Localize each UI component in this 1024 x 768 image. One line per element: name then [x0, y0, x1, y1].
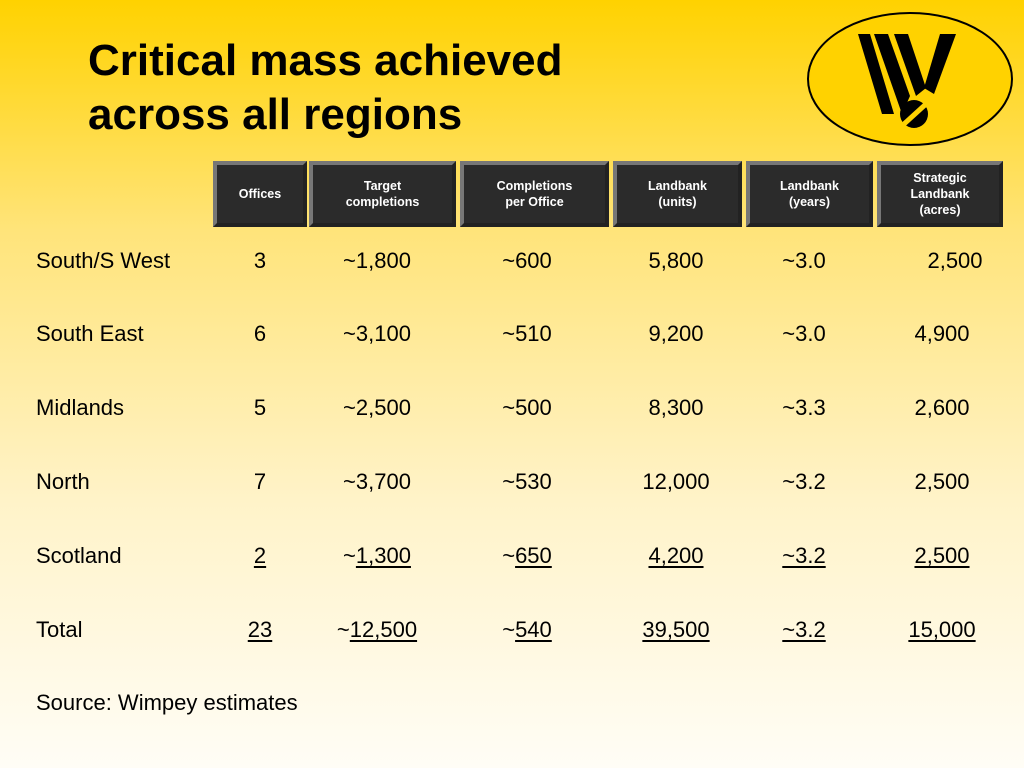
table-row: Scotland 2 ~1,300 ~650 4,200 ~3.2 2,500: [0, 541, 1024, 571]
table-row: North 7 ~3,700 ~530 12,000 ~3.2 2,500: [0, 467, 1024, 497]
title-line-1: Critical mass achieved: [88, 36, 563, 85]
landbank-units-value: 5,800: [648, 248, 704, 273]
target-completions-value: ~3,700: [343, 469, 411, 494]
strategic-landbank-value: 15,000: [908, 617, 976, 642]
header-landbank-years: Landbank (years): [746, 161, 873, 227]
landbank-years-value: ~3.0: [782, 321, 826, 346]
table-row: South/S West 3 ~1,800 ~600 5,800 ~3.0 2,…: [0, 246, 1024, 276]
region-label: South East: [36, 321, 144, 346]
source-note: Source: Wimpey estimates: [36, 690, 298, 715]
landbank-years-value: ~3.3: [782, 395, 826, 420]
title-line-2: across all regions: [88, 90, 463, 139]
region-label: North: [36, 469, 90, 494]
offices-value: 5: [253, 395, 267, 420]
header-offices: Offices: [213, 161, 307, 227]
header-landbank-units: Landbank (units): [613, 161, 742, 227]
completions-per-office-value: ~510: [502, 321, 552, 346]
strategic-landbank-value: 2,500: [914, 543, 970, 568]
completions-per-office-value: ~600: [502, 248, 552, 273]
region-label: South/S West: [36, 248, 171, 273]
strategic-landbank-value: 4,900: [914, 321, 970, 346]
region-label: Midlands: [36, 395, 125, 420]
completions-per-office-value: ~650: [502, 543, 552, 568]
landbank-years-value: ~3.0: [782, 248, 826, 273]
landbank-years-value: ~3.2: [782, 543, 826, 568]
target-completions-value: ~12,500: [336, 617, 418, 642]
completions-per-office-value: ~500: [502, 395, 552, 420]
target-completions-value: ~3,100: [343, 321, 411, 346]
landbank-units-value: 4,200: [648, 543, 704, 568]
landbank-years-value: ~3.2: [782, 617, 826, 642]
landbank-units-value: 39,500: [642, 617, 710, 642]
strategic-landbank-value: 2,500: [927, 248, 983, 273]
landbank-units-value: 8,300: [648, 395, 704, 420]
header-strategic-landbank: Strategic Landbank (acres): [877, 161, 1003, 227]
offices-value: 23: [247, 617, 273, 642]
offices-value: 3: [253, 248, 267, 273]
header-completions-per-office: Completions per Office: [460, 161, 609, 227]
table-row-total: Total 23 ~12,500 ~540 39,500 ~3.2 15,000: [0, 615, 1024, 645]
strategic-landbank-value: 2,600: [914, 395, 970, 420]
region-label: Scotland: [36, 543, 122, 568]
completions-per-office-value: ~540: [502, 617, 552, 642]
landbank-years-value: ~3.2: [782, 469, 826, 494]
header-target-completions: Target completions: [309, 161, 456, 227]
region-label: Total: [36, 617, 83, 642]
page-title: Critical mass achieved across all region…: [88, 34, 562, 142]
strategic-landbank-value: 2,500: [914, 469, 970, 494]
offices-value: 6: [253, 321, 267, 346]
target-completions-value: ~2,500: [343, 395, 411, 420]
offices-value: 7: [253, 469, 267, 494]
wimpey-w-logo-icon: [807, 12, 1013, 146]
table-row: South East 6 ~3,100 ~510 9,200 ~3.0 4,90…: [0, 319, 1024, 349]
target-completions-value: ~1,300: [343, 543, 411, 568]
target-completions-value: ~1,800: [343, 248, 411, 273]
completions-per-office-value: ~530: [502, 469, 552, 494]
landbank-units-value: 9,200: [648, 321, 704, 346]
landbank-units-value: 12,000: [642, 469, 710, 494]
table-row: Midlands 5 ~2,500 ~500 8,300 ~3.3 2,600: [0, 393, 1024, 423]
offices-value: 2: [253, 543, 267, 568]
